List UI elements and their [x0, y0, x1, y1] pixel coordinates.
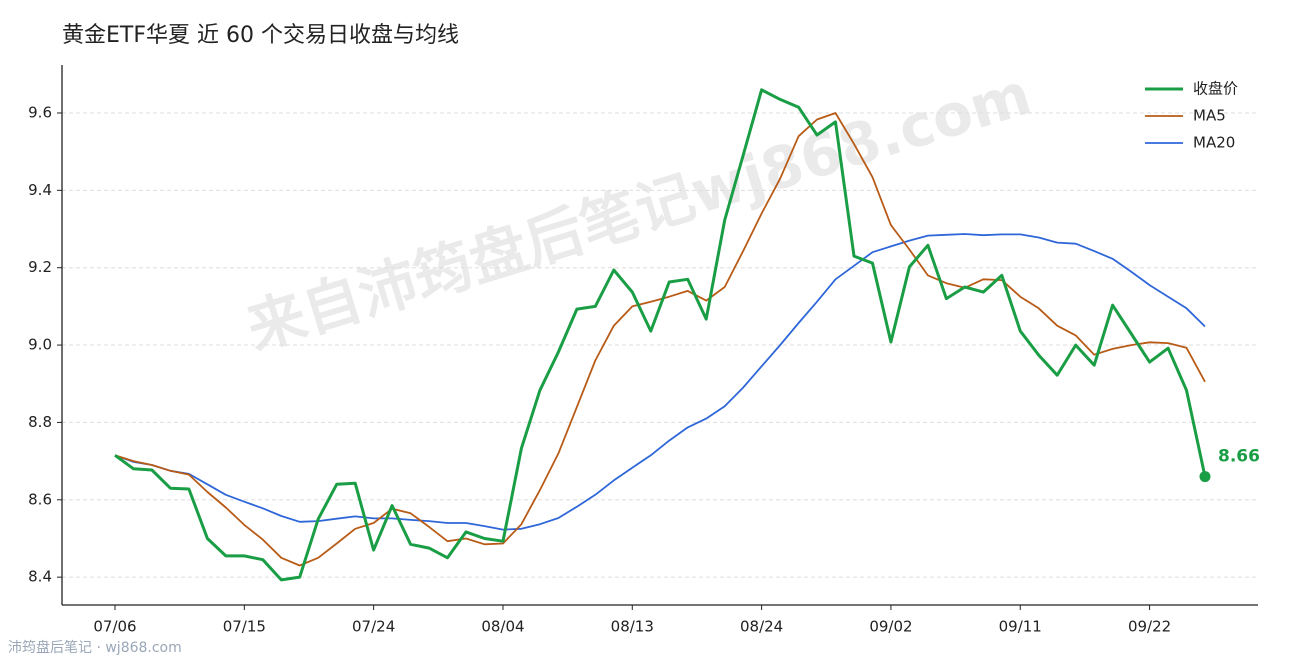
x-tick-label: 09/02	[869, 618, 912, 636]
y-tick-label: 9.2	[28, 258, 52, 276]
x-tick-label: 07/15	[223, 618, 266, 636]
x-tick-label: 09/11	[999, 618, 1042, 636]
x-tick-label: 08/13	[611, 618, 654, 636]
series-line	[114, 112, 1206, 567]
x-tick-label: 09/22	[1128, 618, 1171, 636]
y-tick-label: 8.6	[28, 490, 52, 508]
y-tick-label: 8.4	[28, 568, 52, 586]
y-tick-label: 9.4	[28, 181, 52, 199]
y-tick-label: 8.8	[28, 413, 52, 431]
legend-label: MA20	[1193, 134, 1235, 152]
x-tick-label: 07/24	[352, 618, 395, 636]
y-tick-label: 9.6	[28, 103, 52, 121]
series-line	[114, 88, 1207, 582]
last-value-label: 8.66	[1218, 447, 1260, 467]
series-line	[114, 233, 1206, 531]
watermark: 来自沛筠盘后笔记wj868.com	[239, 60, 1038, 363]
last-point	[1199, 471, 1211, 483]
legend-label: 收盘价	[1193, 80, 1238, 98]
x-tick-label: 08/24	[740, 618, 783, 636]
legend-label: MA5	[1193, 107, 1226, 125]
x-tick-label: 07/06	[93, 618, 136, 636]
chart-title: 黄金ETF华夏 近 60 个交易日收盘与均线	[62, 23, 459, 48]
footer: 沛筠盘后笔记 · wj868.com	[8, 639, 182, 656]
y-tick-label: 9.0	[28, 336, 52, 354]
x-tick-label: 08/04	[481, 618, 524, 636]
